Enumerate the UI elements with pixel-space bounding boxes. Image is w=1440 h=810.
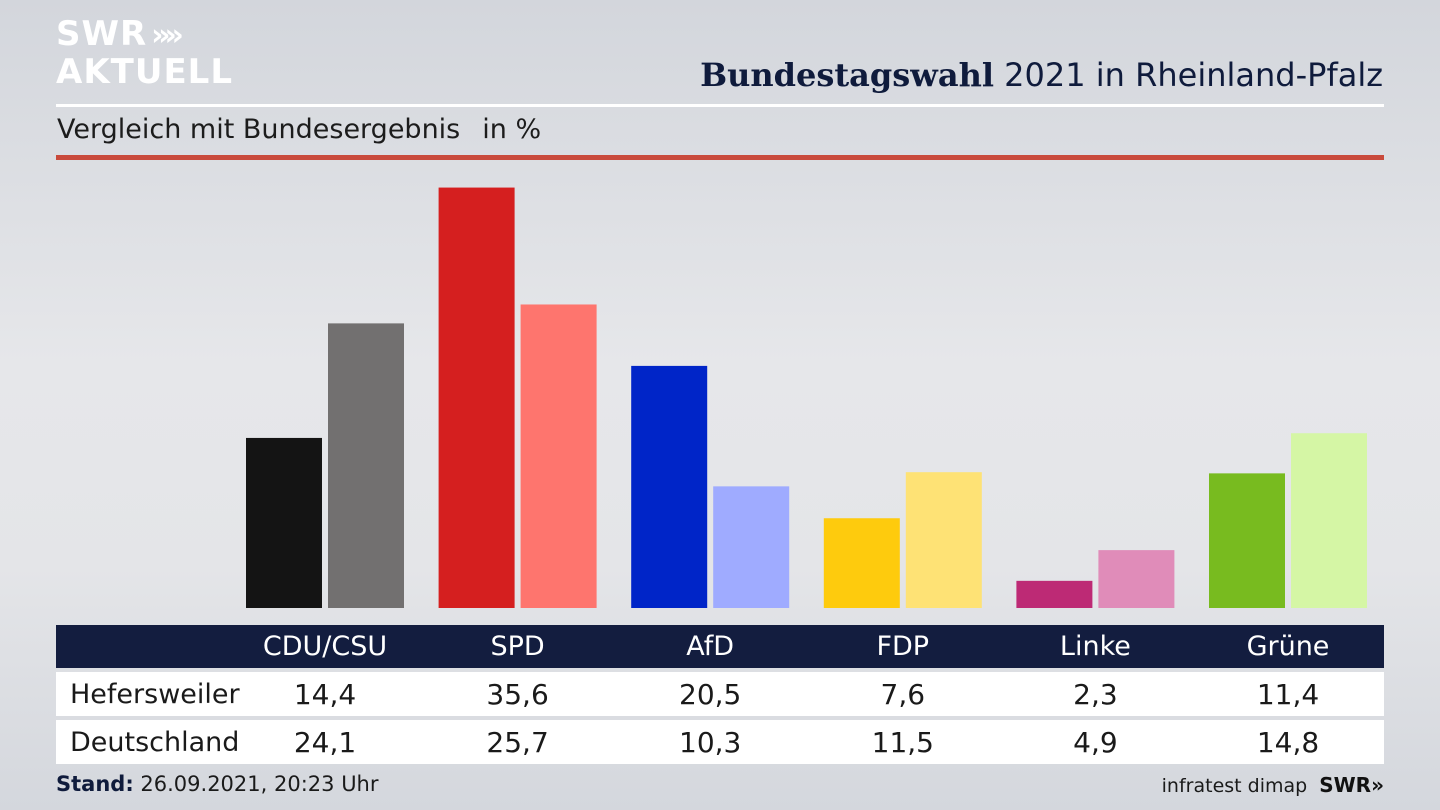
value-cell: 14,4 bbox=[293, 677, 357, 711]
header-cell: FDP bbox=[876, 631, 930, 662]
source-credit: infratest dimap SWR» bbox=[1162, 773, 1384, 797]
bar-national-fdp bbox=[905, 472, 982, 608]
row-label: Deutschland bbox=[70, 726, 240, 758]
value-cell: 35,6 bbox=[486, 677, 549, 711]
value-cell: 25,7 bbox=[486, 725, 549, 759]
value-cell: 14,8 bbox=[1256, 725, 1320, 759]
value-cell: 2,3 bbox=[1073, 677, 1118, 711]
title-rest: 2021 in Rheinland-Pfalz bbox=[1004, 56, 1383, 94]
value-cell: 11,5 bbox=[871, 725, 934, 759]
header-cell: SPD bbox=[490, 631, 545, 662]
swr-aktuell-logo: SWR»» AKTUELL bbox=[56, 14, 234, 92]
timestamp: Stand: 26.09.2021, 20:23 Uhr bbox=[56, 772, 379, 796]
bar-local-gr-ne bbox=[1209, 473, 1285, 608]
swr-footer-logo: SWR» bbox=[1319, 773, 1384, 797]
value-cell: 4,9 bbox=[1073, 725, 1118, 759]
value-cell: 24,1 bbox=[293, 725, 357, 759]
bar-national-cdu-csu bbox=[328, 323, 404, 608]
value-cell: 10,3 bbox=[679, 725, 742, 759]
results-table: CDU/CSU SPD AfD FDP Linke Grüne Hefersweiler 1… bbox=[56, 625, 1384, 764]
bar-local-spd bbox=[438, 187, 515, 608]
bar-national-gr-ne bbox=[1291, 433, 1367, 608]
bar-local-linke bbox=[1016, 580, 1093, 608]
chart-subtitle: Vergleich mit Bundesergebnis in % bbox=[57, 114, 541, 145]
header-cell: AfD bbox=[686, 631, 735, 662]
bar-national-linke bbox=[1098, 550, 1175, 608]
value-cell: 7,6 bbox=[880, 677, 926, 711]
bar-national-afd bbox=[713, 486, 790, 608]
title-bold: Bundestagswahl bbox=[700, 56, 994, 94]
stand-value: 26.09.2021, 20:23 Uhr bbox=[140, 772, 379, 796]
swr-arrows-icon: » bbox=[1371, 773, 1384, 797]
source-text: infratest dimap bbox=[1161, 775, 1308, 797]
subtitle-unit: in % bbox=[482, 114, 542, 145]
row-label: Hefersweiler bbox=[70, 678, 240, 710]
subtitle-divider bbox=[56, 155, 1384, 160]
bar-national-spd bbox=[520, 304, 597, 608]
bar-local-fdp bbox=[823, 518, 900, 608]
bar-local-cdu-csu bbox=[246, 437, 322, 608]
table-header: CDU/CSU SPD AfD FDP Linke Grüne bbox=[56, 625, 1384, 668]
header-cell: Grüne bbox=[1246, 631, 1330, 662]
title-divider bbox=[56, 104, 1384, 107]
subtitle-text: Vergleich mit Bundesergebnis bbox=[57, 114, 461, 145]
header-cell: Linke bbox=[1059, 631, 1131, 662]
chart-title: Bundestagswahl 2021 in Rheinland-Pfalz bbox=[700, 56, 1383, 94]
table-row: Hefersweiler 14,4 35,6 20,5 7,6 2,3 11,4 bbox=[56, 672, 1384, 716]
value-cell: 20,5 bbox=[679, 677, 742, 711]
bar-chart bbox=[246, 187, 1367, 608]
table-row: Deutschland 24,1 25,7 10,3 11,5 4,9 14,8 bbox=[56, 720, 1384, 764]
value-cell: 11,4 bbox=[1256, 677, 1320, 711]
bar-local-afd bbox=[631, 365, 708, 608]
header-cell: CDU/CSU bbox=[262, 631, 388, 662]
stand-label: Stand: bbox=[56, 772, 134, 796]
